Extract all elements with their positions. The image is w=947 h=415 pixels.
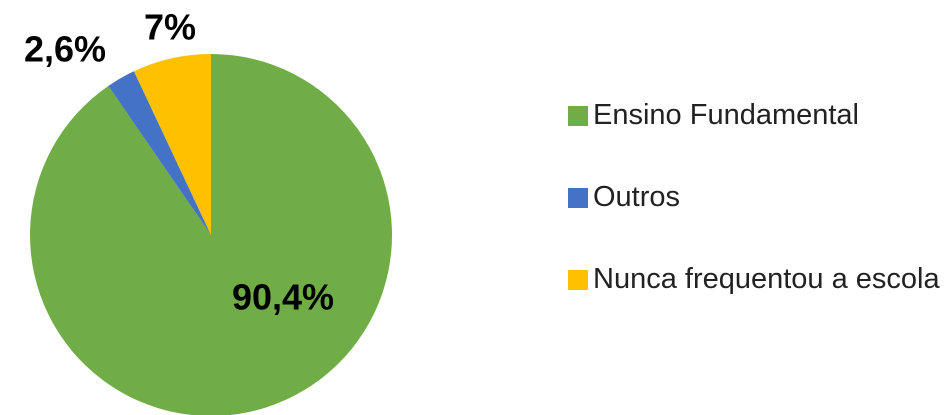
legend-item: Nunca frequentou a escola: [568, 262, 943, 296]
data-label: 90,4%: [232, 277, 334, 318]
legend-item: Ensino Fundamental: [568, 98, 943, 132]
data-label: 2,6%: [24, 29, 106, 70]
legend-label: Ensino Fundamental: [593, 99, 859, 131]
pie-slice: [133, 54, 211, 235]
legend: Ensino Fundamental Outros Nunca frequentou…: [568, 98, 943, 296]
pie-slice: [30, 54, 392, 415]
legend-label: Nunca frequentou a escola: [593, 263, 940, 295]
legend-item: Outros: [568, 180, 943, 214]
legend-swatch: [568, 106, 588, 126]
data-label: 7%: [144, 7, 196, 48]
legend-label: Outros: [593, 181, 681, 213]
legend-swatch: [568, 270, 588, 290]
legend-swatch: [568, 188, 588, 208]
pie-slice: [108, 71, 211, 235]
